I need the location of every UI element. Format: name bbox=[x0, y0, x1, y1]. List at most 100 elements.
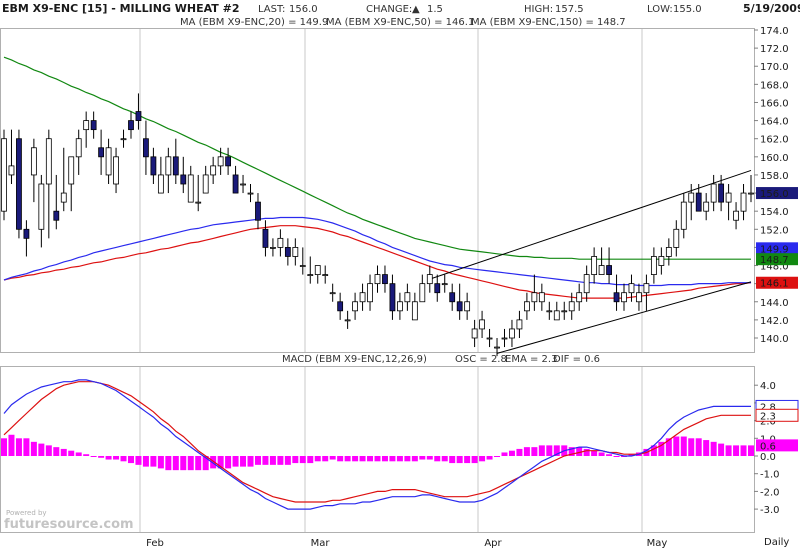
dif-bar bbox=[113, 456, 120, 460]
candle-body bbox=[135, 111, 142, 121]
chart-date: 5/19/2009 bbox=[743, 2, 800, 15]
dif-bar bbox=[531, 447, 538, 456]
candle-body bbox=[456, 301, 463, 312]
dif-bar bbox=[322, 456, 329, 462]
price-layer bbox=[1, 56, 754, 357]
candle-body bbox=[606, 265, 612, 275]
candle-body bbox=[1, 138, 7, 212]
candle-body bbox=[494, 346, 500, 349]
dif-bar bbox=[613, 456, 620, 457]
price-tick-label: 158.0 bbox=[760, 171, 789, 182]
price-panel-frame bbox=[0, 28, 755, 353]
candle-body bbox=[621, 292, 627, 303]
candle-body bbox=[464, 301, 471, 312]
candle-body bbox=[486, 337, 493, 340]
dif-bar bbox=[165, 456, 172, 471]
candle-body bbox=[292, 247, 299, 257]
grid-layer bbox=[139, 29, 643, 532]
candle-body bbox=[270, 247, 276, 249]
ma50-tag-bg bbox=[756, 276, 798, 289]
price-tick-label: 152.0 bbox=[760, 225, 789, 236]
candle-body bbox=[568, 301, 575, 312]
dif-bar bbox=[396, 456, 403, 462]
candle-body bbox=[262, 228, 269, 248]
price-tick-label: 142.0 bbox=[760, 316, 789, 327]
change-label: CHANGE: bbox=[366, 4, 412, 15]
candle-body bbox=[255, 201, 261, 221]
dif-bar bbox=[75, 452, 82, 456]
dif-bar bbox=[658, 441, 665, 456]
dif-bar bbox=[262, 456, 269, 465]
candle-body bbox=[531, 292, 538, 303]
dif-bar bbox=[210, 456, 217, 469]
dif-bar bbox=[650, 445, 657, 456]
dif-bar bbox=[434, 456, 441, 462]
dif-bar bbox=[15, 438, 22, 456]
candle-body bbox=[748, 192, 754, 195]
candle-body bbox=[538, 292, 545, 303]
dif-bar bbox=[673, 436, 680, 456]
price-tick-label: 148.0 bbox=[760, 262, 789, 273]
candle-body bbox=[471, 328, 478, 339]
dif-bar bbox=[202, 456, 209, 471]
dif-bar bbox=[307, 456, 314, 464]
candle-body bbox=[404, 292, 411, 303]
dif-bar bbox=[60, 448, 67, 456]
price-tick-label: 164.0 bbox=[760, 117, 789, 128]
candle-body bbox=[337, 301, 344, 312]
candle-body bbox=[60, 192, 67, 203]
high-value: 157.5 bbox=[555, 4, 584, 15]
dif-tag: 0.6 bbox=[760, 441, 776, 452]
candle-body bbox=[561, 310, 568, 313]
dif-bar bbox=[8, 434, 15, 456]
candle-body bbox=[449, 292, 456, 303]
candle-body bbox=[441, 283, 448, 286]
dif-bar bbox=[598, 452, 605, 456]
candle-body bbox=[658, 256, 665, 266]
change-up-icon: ▲ bbox=[412, 4, 420, 15]
candle-body bbox=[680, 201, 687, 230]
dif-bar bbox=[568, 447, 575, 456]
candle-body bbox=[53, 210, 60, 221]
last-price-tag: 156.0 bbox=[760, 189, 789, 200]
candle-body bbox=[75, 138, 82, 158]
dif-tag-bg bbox=[756, 439, 798, 452]
dif-bar bbox=[1, 438, 7, 456]
candle-body bbox=[553, 310, 560, 321]
candle-body bbox=[650, 256, 657, 275]
watermark-small: Powered by bbox=[6, 509, 47, 517]
dif-bar bbox=[135, 456, 142, 465]
candle-body bbox=[710, 183, 717, 203]
candle-body bbox=[613, 292, 620, 303]
candle-body bbox=[643, 283, 650, 294]
candle-body bbox=[314, 265, 321, 275]
dif-bar bbox=[441, 456, 448, 462]
dif-bar bbox=[142, 456, 149, 467]
osc-legend: OSC = 2.8 bbox=[455, 354, 507, 365]
dif-bar bbox=[352, 456, 359, 462]
dif-bar bbox=[404, 456, 411, 462]
candle-body bbox=[516, 319, 523, 330]
dif-bar bbox=[83, 454, 90, 456]
candle-body bbox=[38, 183, 45, 230]
candle-body bbox=[636, 292, 642, 303]
axis-layer: FebMarAprMay140.0142.0144.0146.0148.0150… bbox=[146, 26, 799, 549]
dif-bar bbox=[269, 456, 276, 465]
dif-bar bbox=[299, 456, 306, 464]
dif-bar bbox=[120, 456, 127, 462]
dif-bar bbox=[367, 456, 374, 462]
x-tick-label: Apr bbox=[484, 538, 502, 549]
dif-bar bbox=[187, 456, 194, 471]
ma20-line bbox=[3, 216, 751, 287]
candle-body bbox=[524, 301, 530, 312]
dif-bar bbox=[180, 456, 187, 471]
dif-bar bbox=[389, 456, 396, 462]
candle-body bbox=[509, 328, 515, 339]
candle-body bbox=[217, 156, 224, 167]
dif-bar bbox=[90, 456, 97, 457]
candle-body bbox=[143, 138, 149, 158]
candle-body bbox=[23, 228, 30, 239]
candle-body bbox=[329, 292, 336, 295]
high-label: HIGH: bbox=[524, 4, 553, 15]
dif-bar bbox=[157, 456, 164, 469]
